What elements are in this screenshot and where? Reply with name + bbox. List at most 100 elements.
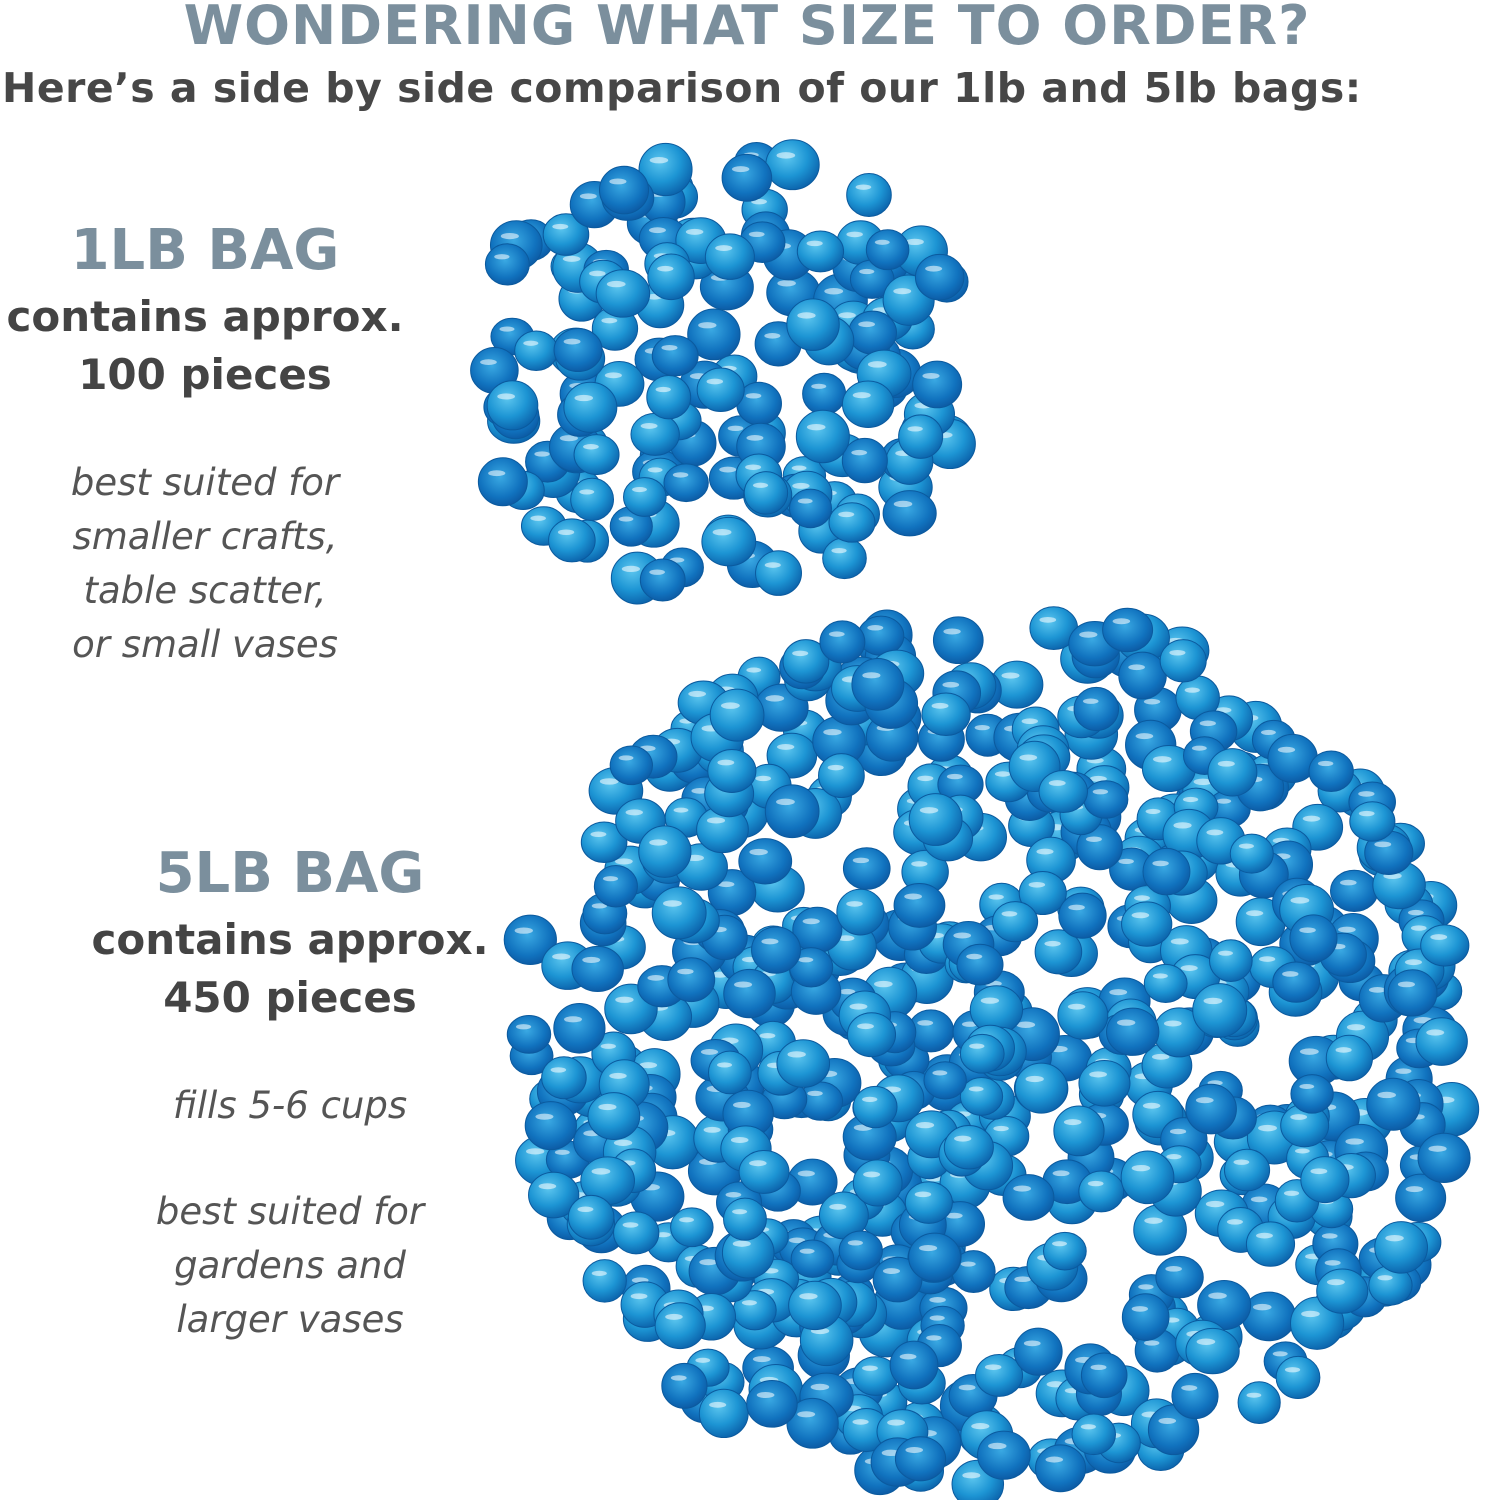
glass-stone bbox=[646, 374, 692, 420]
glass-stone bbox=[738, 1149, 790, 1194]
glass-stone bbox=[788, 488, 833, 529]
glass-stone bbox=[1038, 769, 1088, 814]
glass-stone bbox=[707, 1050, 752, 1095]
glass-stone bbox=[898, 414, 944, 459]
glass-stone bbox=[776, 1039, 831, 1088]
glass-stone bbox=[707, 748, 757, 793]
bag-1lb-info: 1LB BAG contains approx. 100 pieces best… bbox=[0, 220, 410, 672]
glass-stone bbox=[990, 660, 1044, 709]
glass-stone bbox=[908, 793, 963, 846]
glass-stone bbox=[609, 745, 654, 786]
glass-stone bbox=[1042, 1231, 1087, 1271]
glass-stone bbox=[661, 1362, 708, 1409]
glass-stone bbox=[663, 463, 709, 503]
glass-stone bbox=[746, 1379, 798, 1428]
glass-stone bbox=[1325, 1034, 1373, 1082]
note-line: larger vases bbox=[176, 1298, 404, 1341]
glass-stone bbox=[789, 947, 834, 988]
glass-stone bbox=[1121, 901, 1173, 947]
glass-stone bbox=[651, 886, 707, 940]
glass-stone bbox=[1420, 924, 1470, 967]
glass-stone bbox=[570, 477, 615, 522]
glass-stone bbox=[1415, 1017, 1468, 1066]
glass-stone bbox=[1121, 1293, 1170, 1341]
glass-stone bbox=[732, 1290, 777, 1331]
glass-stone bbox=[595, 269, 651, 318]
glass-stone bbox=[882, 490, 937, 537]
glass-stone bbox=[743, 471, 789, 515]
glass-stone bbox=[587, 1092, 641, 1140]
glass-stone bbox=[1387, 969, 1438, 1017]
glass-stone bbox=[852, 1356, 899, 1396]
note-line: or small vases bbox=[72, 623, 338, 666]
glass-stone bbox=[1142, 847, 1191, 896]
glass-stone bbox=[790, 1239, 835, 1278]
glass-stone bbox=[704, 233, 755, 280]
glass-stone bbox=[1002, 1174, 1055, 1221]
glass-stone bbox=[1235, 897, 1286, 947]
glass-stone bbox=[651, 335, 699, 377]
glass-stone bbox=[782, 639, 830, 684]
glass-stone bbox=[1245, 1221, 1296, 1267]
glass-stone bbox=[842, 1408, 891, 1453]
glass-stone bbox=[647, 253, 695, 301]
glass-stone bbox=[1223, 1148, 1271, 1192]
glass-stone bbox=[852, 1159, 903, 1207]
glass-stone bbox=[528, 1171, 580, 1219]
glass-stone bbox=[1308, 750, 1354, 793]
glass-stone bbox=[921, 692, 971, 737]
glass-stone bbox=[841, 380, 895, 428]
glass-stone bbox=[838, 1230, 883, 1271]
glass-stone bbox=[1073, 686, 1120, 732]
glass-stone bbox=[836, 888, 885, 936]
contains-label: contains approx. bbox=[6, 292, 404, 341]
glass-stone bbox=[630, 412, 680, 456]
glass-stone bbox=[567, 1194, 615, 1240]
glass-stone bbox=[932, 616, 984, 665]
glass-stone bbox=[1118, 651, 1167, 700]
glass-stone bbox=[1078, 1060, 1131, 1107]
glass-stone bbox=[786, 298, 840, 351]
glass-stone bbox=[506, 1015, 552, 1054]
glass-stone bbox=[1207, 748, 1258, 797]
glass-stone bbox=[975, 1353, 1024, 1397]
glass-stone bbox=[923, 1061, 967, 1100]
glass-stone bbox=[1171, 1372, 1219, 1420]
glass-stone bbox=[723, 968, 776, 1019]
glass-stone bbox=[687, 308, 741, 361]
glass-stone bbox=[822, 537, 867, 580]
glass-stone bbox=[1102, 607, 1154, 653]
glass-stone bbox=[851, 658, 905, 711]
glass-stone bbox=[1366, 1077, 1421, 1131]
glass-stone bbox=[1058, 892, 1107, 939]
glass-stone bbox=[698, 1388, 749, 1439]
glass-stone bbox=[638, 825, 692, 878]
glass-stone bbox=[696, 367, 745, 413]
bag-label: 5LB BAG bbox=[155, 841, 425, 906]
glass-stone bbox=[904, 1181, 953, 1224]
glass-stone bbox=[477, 457, 528, 507]
glass-stone bbox=[738, 838, 793, 885]
glass-stone bbox=[802, 372, 847, 416]
glass-stone bbox=[1034, 929, 1083, 975]
glass-stone bbox=[1014, 1062, 1068, 1114]
glass-stone bbox=[959, 1076, 1004, 1116]
glass-stone bbox=[553, 327, 603, 373]
glass-stone bbox=[764, 784, 820, 839]
glass-stone bbox=[907, 1009, 955, 1053]
glass-stone bbox=[889, 1340, 939, 1390]
note-line: gardens and bbox=[174, 1244, 406, 1287]
glass-stone bbox=[1143, 963, 1188, 1003]
glass-stone bbox=[721, 1227, 775, 1279]
glass-stone bbox=[1417, 1132, 1471, 1183]
glass-stone bbox=[548, 518, 596, 563]
glass-stone bbox=[1057, 991, 1109, 1040]
glass-stone bbox=[1109, 847, 1155, 891]
glass-stone bbox=[786, 1397, 839, 1449]
note-line: table scatter, bbox=[83, 569, 327, 612]
glass-stone bbox=[1197, 1280, 1252, 1331]
glass-stone bbox=[914, 253, 965, 301]
glass-stone bbox=[893, 883, 946, 928]
bag-5lb-info: 5LB BAG contains approx. 450 pieces fill… bbox=[80, 843, 500, 1347]
